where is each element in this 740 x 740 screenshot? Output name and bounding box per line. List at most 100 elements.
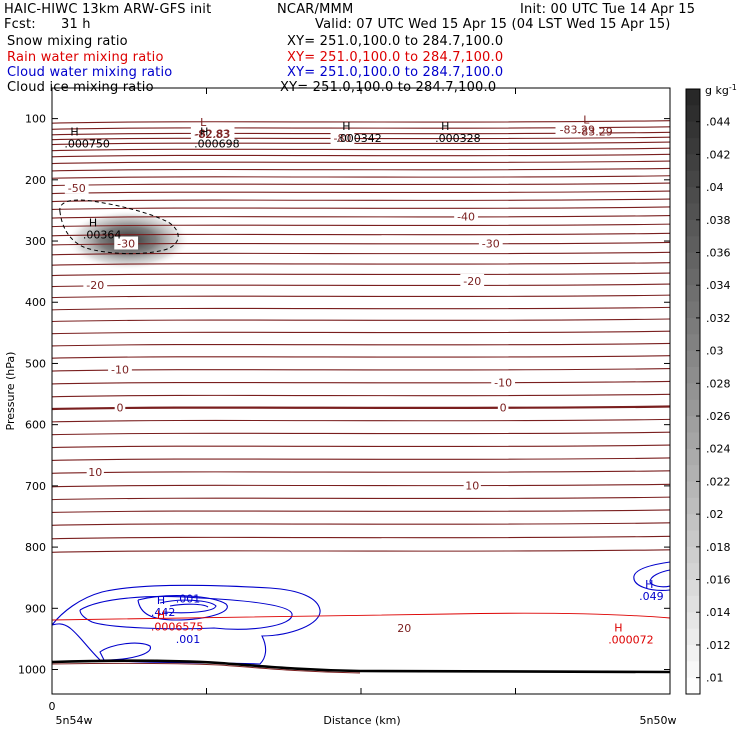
temperature-label: -30 (117, 237, 135, 250)
temperature-contour-line (52, 147, 670, 152)
temperature-label-bg (86, 464, 104, 478)
extremum-mark: H (614, 622, 622, 635)
colorbar-swatch (686, 301, 700, 319)
extremum-value: .442 (151, 606, 176, 619)
colorbar: .044 .042 .04 .038 .036 .034 .032 .03 .028 .026 .0… (685, 88, 731, 695)
terrain-surface (52, 659, 670, 674)
colorbar-swatch (686, 187, 700, 204)
temperature-contour-line (52, 393, 670, 398)
temperature-contour-line (52, 223, 670, 228)
colorbar-swatch (686, 432, 700, 450)
extremum-value: .000072 (608, 634, 654, 647)
extremum-value: .0006575 (151, 621, 204, 634)
forecast-hours: 31 h (61, 17, 91, 32)
extremum-value: .000342 (336, 132, 382, 145)
colorbar-label: .042 (706, 148, 731, 161)
colorbar-swatch (686, 317, 700, 335)
y-tick-label: 400 (25, 296, 46, 309)
temperature-contour-line (52, 306, 670, 311)
extremum-mark: H (157, 594, 165, 607)
colorbar-label: .04 (706, 181, 724, 194)
temperature-contour-line (52, 380, 670, 385)
colorbar-swatch (686, 121, 700, 139)
colorbar-swatch (686, 579, 700, 597)
forecast-label: Fcst: (4, 17, 36, 32)
temperature-contour-line (52, 283, 670, 288)
temperature-contour-line (52, 294, 670, 299)
colorbar-swatch (686, 383, 700, 401)
temperature-label: -30 (482, 237, 500, 250)
y-tick-label: 700 (25, 480, 46, 493)
colorbar-swatch (686, 530, 700, 548)
colorbar-swatch (686, 154, 700, 172)
temperature-contours (52, 120, 670, 553)
y-tick-label: 1000 (18, 664, 46, 677)
temperature-contour-line (52, 175, 670, 179)
field-rain-xy: XY= 251.0,100.0 to 284.7,100.0 (287, 50, 504, 65)
extremum-value: .000698 (194, 138, 240, 151)
temperature-contour-line (52, 120, 670, 124)
extremum-value: -82.83 (194, 128, 229, 141)
temperature-contour-line (52, 457, 670, 461)
temperature-contour-line (52, 198, 670, 203)
temperature-contour-line (52, 342, 670, 347)
temperature-label: -40 (457, 211, 475, 224)
temperature-label: -20 (463, 275, 481, 288)
colorbar-swatch (686, 644, 700, 662)
temperature-label-bg (64, 180, 89, 194)
temperature-label-bg (460, 273, 485, 287)
temperature-label-bg (83, 278, 108, 292)
temperature-label-bg (190, 126, 235, 140)
y-tick-label: 600 (25, 419, 46, 432)
temperature-label: -82.83 (195, 127, 230, 140)
temperature-contour-line (52, 549, 670, 553)
colorbar-swatch (686, 514, 700, 531)
temperature-label-bg (330, 131, 355, 145)
temperature-contour-line (52, 182, 670, 187)
x-left-location: 5n54w (56, 714, 93, 727)
rain-contour (52, 612, 670, 621)
terrain-surface-temp (52, 662, 361, 674)
temperature-contour-line (52, 496, 670, 501)
colorbar-swatch (686, 448, 700, 466)
colorbar-swatch (686, 138, 700, 155)
colorbar-swatch (686, 236, 700, 254)
org-label: NCAR/MMM (277, 2, 354, 17)
temperature-label: 0 (500, 402, 507, 415)
y-tick-label: 800 (25, 541, 46, 554)
colorbar-label: .028 (706, 377, 731, 390)
init-time: Init: 00 UTC Tue 14 Apr 15 (520, 2, 696, 17)
extremum-value: .000328 (435, 132, 481, 145)
colorbar-swatch (686, 366, 700, 384)
colorbar-label: .038 (706, 214, 731, 227)
temperature-contour-line (52, 470, 670, 474)
y-tick-label: 500 (25, 357, 46, 370)
colorbar-label: .024 (706, 443, 731, 456)
cloud-water-label: .001 (176, 633, 201, 646)
extremum-mark: H (89, 216, 97, 229)
temperature-contour-line (52, 535, 670, 540)
temperature-label: -10 (111, 364, 129, 377)
temperature-contour-line (52, 206, 670, 211)
extremum-mark: L (583, 114, 590, 127)
colorbar-unit: g kg-1 (705, 83, 737, 97)
temperature-contour-line (52, 483, 670, 488)
temperature-label: -10 (494, 376, 512, 389)
extremum-mark: H (157, 609, 165, 622)
extremum-mark: H (200, 126, 208, 139)
colorbar-label: .012 (706, 639, 731, 652)
colorbar-swatch (686, 628, 700, 646)
extremum-mark: H (70, 126, 78, 139)
colorbar-label: .014 (706, 606, 731, 619)
temperature-contour-line (52, 232, 670, 237)
temperature-contour-line (52, 160, 670, 165)
colorbar-swatch (686, 268, 700, 286)
y-tick-label: 100 (25, 113, 46, 126)
contour-labels: -82.83 -83.29 -80 -50 -40 -30 -30 -20 -20 -10 -10 0… (64, 114, 663, 647)
temperature-label-bg (108, 362, 132, 376)
y-tick-label: 900 (25, 602, 46, 615)
colorbar-label: .026 (706, 410, 731, 423)
x-axis-label: Distance (km) (323, 714, 400, 727)
